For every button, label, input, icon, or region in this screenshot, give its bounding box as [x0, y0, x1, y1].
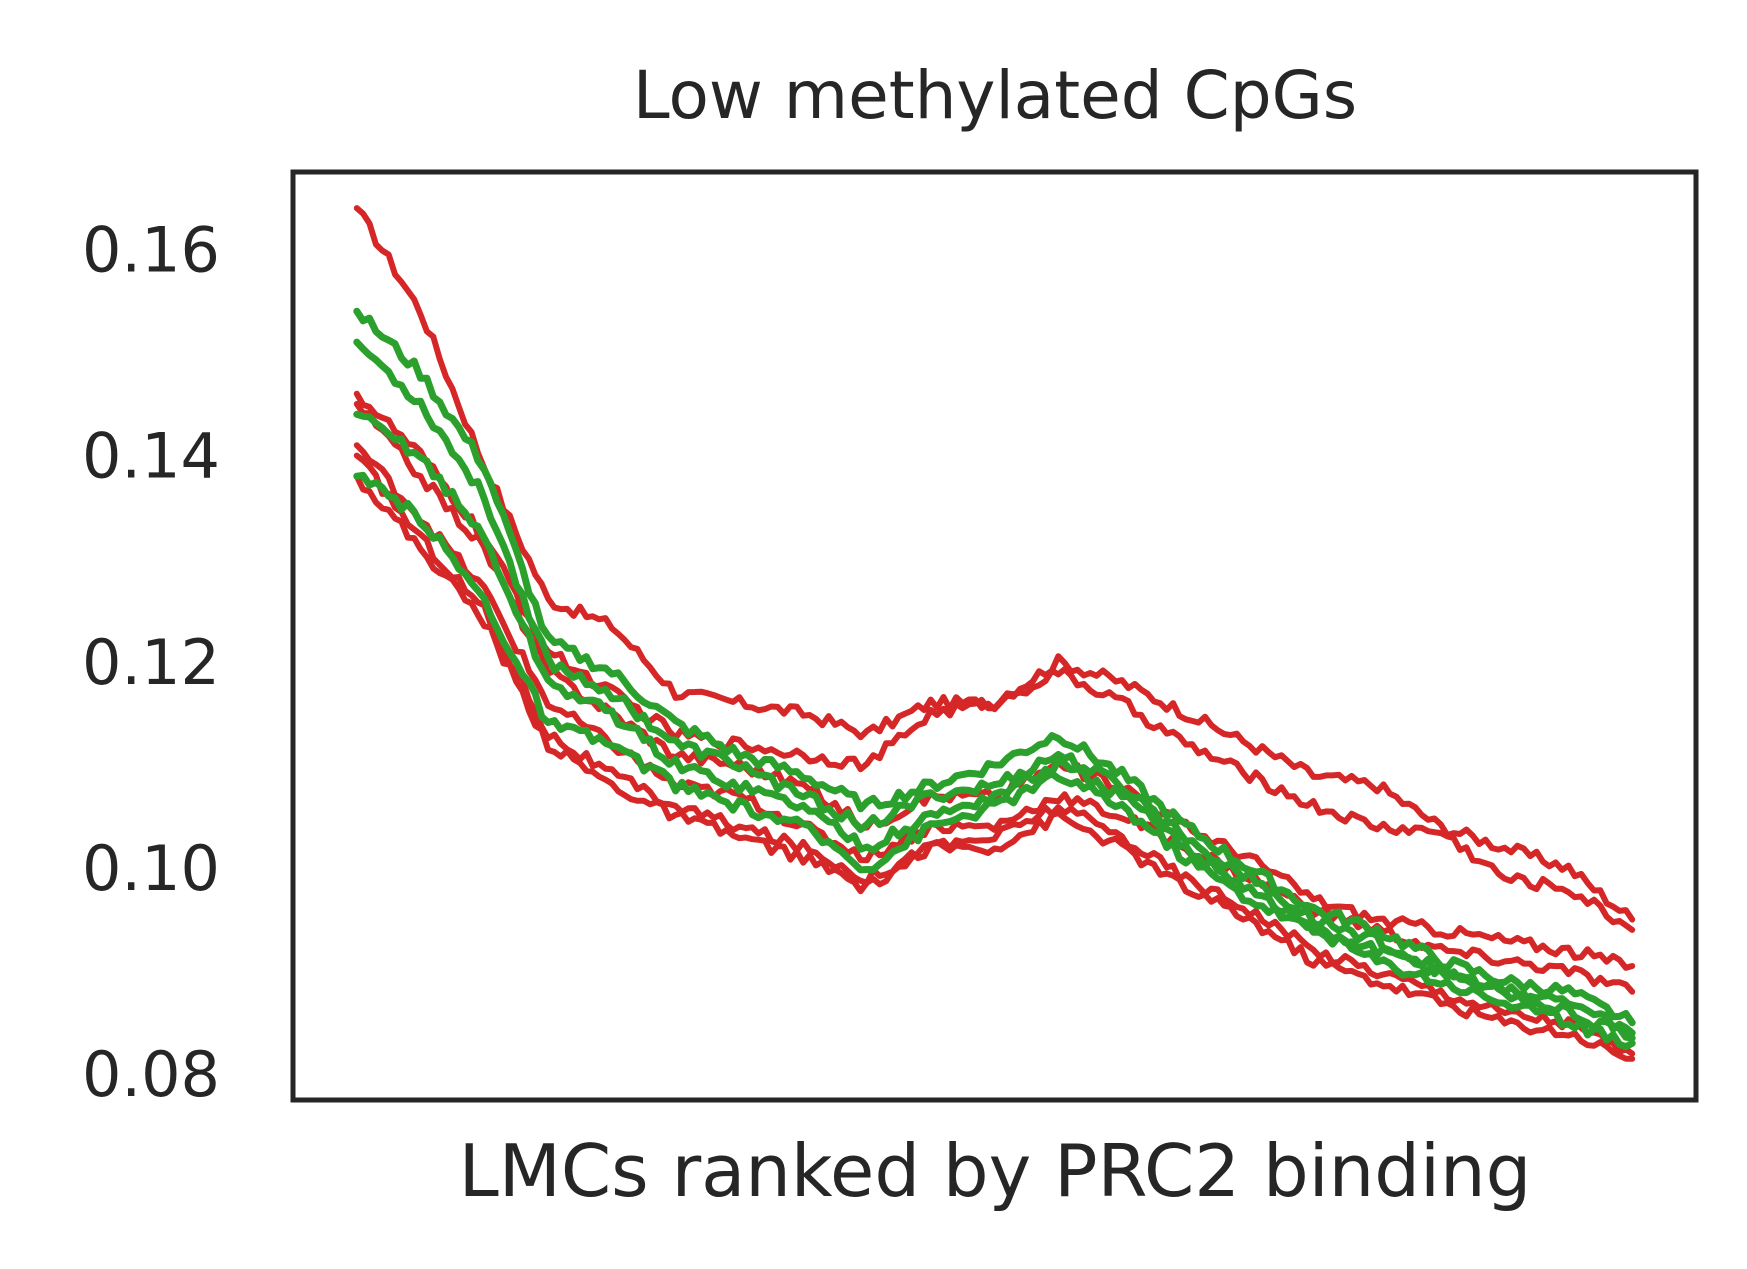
y-tick-label: 0.08	[82, 1038, 220, 1111]
series-line-red-0	[353, 205, 1636, 923]
y-tick-label: 0.14	[82, 420, 220, 493]
y-axis-ticks: 0.08 0.10 0.12 0.14 0.16	[82, 213, 220, 1111]
series-layer	[353, 205, 1636, 1062]
series-line-green-9	[353, 471, 1636, 1051]
series-line-green-8	[353, 410, 1636, 1042]
plot-frame	[290, 169, 1699, 1103]
series-line-green-6	[353, 307, 1636, 1027]
series-line-green-7	[353, 338, 1636, 1037]
y-tick-label: 0.12	[82, 626, 220, 699]
chart-title: Low methylated CpGs	[633, 57, 1357, 134]
y-tick-label: 0.10	[82, 832, 220, 905]
series-line-red-2	[353, 401, 1636, 971]
y-tick-label: 0.16	[82, 213, 220, 286]
x-axis-label: LMCs ranked by PRC2 binding	[459, 1129, 1532, 1213]
series-line-red-1	[353, 390, 1636, 933]
series-line-red-5	[353, 473, 1636, 1062]
